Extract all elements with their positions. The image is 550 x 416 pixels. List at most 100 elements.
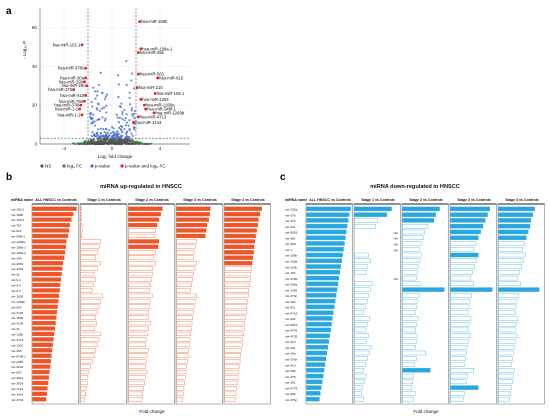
volcano-plot: hsa-miR-196bhsa-miR-101-1hsa-miR-196a-1h… <box>22 8 190 169</box>
fold-change-bar <box>224 222 258 228</box>
background-point <box>117 133 120 136</box>
fold-change-bar <box>498 241 525 246</box>
fold-change-bar <box>450 275 472 281</box>
fold-change-bar <box>80 239 101 244</box>
fold-change-bar <box>176 288 191 293</box>
fold-change-bar <box>80 342 98 347</box>
mirna-name: mir-410 <box>285 340 296 344</box>
fold-change-bar <box>80 348 96 353</box>
point-label: hsa-miR-378i <box>54 103 79 108</box>
background-point <box>117 121 121 124</box>
background-point <box>113 131 116 134</box>
point-label: hsa-miR-455 <box>140 50 165 55</box>
point-label: hsa-miR-503 <box>140 72 165 77</box>
column-header: Stage 2 vs Controls <box>409 198 443 202</box>
fold-change-bar <box>306 247 344 252</box>
background-point <box>94 90 97 93</box>
mirna-name: mir-4735 <box>285 334 297 338</box>
labeled-point <box>138 20 142 23</box>
fold-change-bar <box>498 379 513 385</box>
fold-change-bar <box>450 223 484 229</box>
fold-change-bar <box>354 391 362 396</box>
fold-change-bar <box>128 326 149 331</box>
fold-change-bar <box>32 282 61 288</box>
fold-change-bar <box>224 261 253 266</box>
fold-change-bar <box>128 228 156 233</box>
background-point <box>96 90 99 93</box>
fold-change-bar <box>402 345 416 350</box>
fold-change-bar <box>128 359 147 364</box>
fold-change-bar <box>176 271 194 277</box>
fold-change-bar <box>80 380 88 386</box>
background-point <box>125 113 128 116</box>
fold-change-bar <box>224 337 243 342</box>
point-label: hsa-miR-1293 <box>142 97 169 102</box>
fold-change-bar <box>402 304 417 310</box>
background-point <box>130 79 133 82</box>
background-point <box>108 139 112 142</box>
background-point <box>96 128 100 131</box>
fold-change-bar <box>498 345 515 350</box>
labeled-point <box>80 43 84 47</box>
fold-change-bar <box>224 310 247 315</box>
background-point <box>111 126 114 129</box>
fold-change-bar <box>306 212 350 217</box>
x-tick-label: -4 <box>62 146 67 151</box>
legend-swatch <box>62 164 66 168</box>
labeled-point <box>85 84 89 88</box>
mirna-name: mir-1269a <box>11 240 25 244</box>
background-point <box>131 113 134 116</box>
fold-change-bar <box>354 373 367 379</box>
mirna-name: mir-376e <box>285 357 297 361</box>
background-point <box>128 119 131 122</box>
fold-change-bar <box>450 368 474 373</box>
fold-change-bar <box>498 298 518 304</box>
fold-change-bar <box>176 326 192 331</box>
background-point <box>99 132 103 135</box>
fold-change-bar <box>354 385 364 390</box>
point-label: hsa-miR-3144 <box>135 120 162 125</box>
fold-change-bar <box>128 233 156 239</box>
fold-change-bar <box>402 281 422 287</box>
background-point <box>133 109 136 113</box>
background-point <box>97 83 100 87</box>
fold-change-bar <box>402 310 416 315</box>
fold-change-bar <box>32 288 60 293</box>
fold-change-bar <box>498 218 532 223</box>
fold-change-bar <box>128 310 149 315</box>
mirna-name: mir-4746 <box>11 311 23 315</box>
fold-change-bar <box>32 386 48 391</box>
legend-label: p-value and log₂ FC <box>125 164 166 169</box>
fold-change-bar <box>306 223 348 229</box>
fold-change-bar <box>224 353 241 358</box>
background-point <box>99 71 102 74</box>
legend-swatch <box>120 164 124 168</box>
mirna-name: mir-499 <box>285 242 296 246</box>
fold-change-bar <box>402 362 415 367</box>
background-point <box>112 127 115 130</box>
background-point <box>101 138 104 141</box>
fold-change-bar <box>498 356 513 361</box>
fold-change-bar <box>32 250 66 255</box>
background-point <box>115 113 118 116</box>
fold-change-bar <box>450 356 466 361</box>
mirna-name: mir-3614 <box>11 376 23 380</box>
background-point <box>127 124 130 127</box>
fold-change-bar <box>354 321 368 327</box>
background-point <box>103 130 106 134</box>
fold-change-bar <box>80 369 90 375</box>
fold-change-bar <box>306 379 323 385</box>
upregulated-bar-chart: miRNA up-regulated in HNSCC miRNA name ALL… <box>11 184 271 414</box>
fold-change-bar <box>450 270 473 275</box>
background-point <box>128 91 131 94</box>
fold-change-bar <box>354 258 371 263</box>
background-point <box>117 126 121 129</box>
labeled-point <box>156 76 160 80</box>
fold-change-bar <box>32 359 51 364</box>
fold-change-bar <box>354 362 366 367</box>
fold-change-bar <box>224 359 241 364</box>
mirna-name: mir-4659 <box>11 316 23 320</box>
fold-change-bar <box>306 356 327 361</box>
mirna-name: mir-6798-1 <box>11 354 26 358</box>
